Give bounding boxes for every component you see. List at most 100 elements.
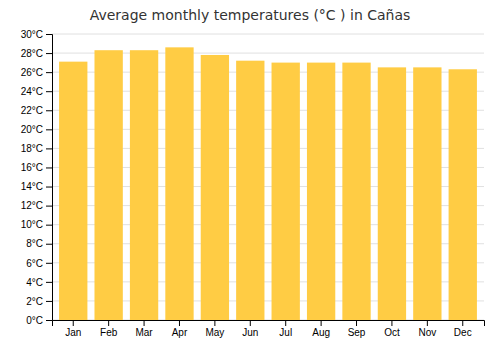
- x-tick-label: Jan: [65, 327, 81, 338]
- x-tick-label: Jun: [242, 327, 258, 338]
- y-tick: 30°C: [21, 29, 52, 40]
- y-tick-mark: [46, 225, 52, 226]
- x-tick-mark: [391, 320, 392, 326]
- bar: [94, 50, 122, 320]
- x-tick-mark: [321, 320, 322, 326]
- x-tick-mark: [214, 320, 215, 326]
- x-tick: May: [205, 320, 224, 338]
- y-tick-label: 24°C: [21, 86, 43, 97]
- x-tick-mark: [179, 320, 180, 326]
- bar: [378, 67, 406, 320]
- y-tick-label: 8°C: [26, 238, 43, 249]
- y-tick: 26°C: [21, 67, 52, 78]
- y-tick: 22°C: [21, 105, 52, 116]
- y-tick-label: 28°C: [21, 48, 43, 59]
- bars: [59, 47, 477, 320]
- x-tick-mark: [250, 320, 251, 326]
- bar: [307, 63, 335, 320]
- x-tick-label: May: [205, 327, 224, 338]
- y-axis: 0°C 2°C 4°C 6°C 8°C 10°C 12°C 14°C 16°C 18°C 20°C 2…: [21, 29, 53, 326]
- y-tick-mark: [46, 72, 52, 73]
- bar: [201, 55, 229, 320]
- y-tick-mark: [46, 206, 52, 207]
- y-tick: 18°C: [21, 143, 52, 154]
- y-tick: 12°C: [21, 200, 52, 211]
- y-tick-label: 0°C: [26, 315, 43, 326]
- y-tick-mark: [46, 129, 52, 130]
- y-tick-mark: [46, 282, 52, 283]
- x-tick-label: Feb: [100, 327, 118, 338]
- x-tick-label: Dec: [454, 327, 472, 338]
- y-tick: 10°C: [21, 219, 52, 230]
- y-tick: 28°C: [21, 48, 52, 59]
- y-tick: 24°C: [21, 86, 52, 97]
- y-tick: 14°C: [21, 181, 52, 192]
- chart: Jan Feb Mar Apr May Jun Jul Aug Sep Oct Nov Dec 0°C 2…: [0, 0, 500, 350]
- bar: [413, 67, 441, 320]
- y-tick: 6°C: [26, 258, 52, 269]
- y-tick: 16°C: [21, 162, 52, 173]
- x-tick-label: Mar: [135, 327, 153, 338]
- x-tick-label: Sep: [348, 327, 366, 338]
- y-tick-label: 18°C: [21, 143, 43, 154]
- bar: [165, 47, 193, 320]
- y-axis-line: [46, 35, 53, 321]
- y-tick-label: 30°C: [21, 29, 43, 40]
- y-tick-label: 16°C: [21, 162, 43, 173]
- y-tick: 8°C: [26, 238, 52, 249]
- bar: [449, 69, 477, 320]
- x-tick-mark: [285, 320, 286, 326]
- y-tick-mark: [46, 53, 52, 54]
- plot: Jan Feb Mar Apr May Jun Jul Aug Sep Oct Nov Dec 0°C 2…: [21, 29, 485, 338]
- y-tick-mark: [46, 263, 52, 264]
- bar: [236, 61, 264, 320]
- x-tick-mark: [73, 320, 74, 326]
- x-tick-mark: [427, 320, 428, 326]
- x-tick: Oct: [384, 320, 400, 338]
- x-axis: Jan Feb Mar Apr May Jun Jul Aug Sep Oct Nov Dec: [53, 320, 485, 338]
- bar: [130, 50, 158, 320]
- x-tick-mark: [108, 320, 109, 326]
- y-tick-label: 20°C: [21, 124, 43, 135]
- title: Average monthly temperatures (°C ) in Ca…: [90, 7, 411, 23]
- y-tick-label: 4°C: [26, 277, 43, 288]
- bar: [342, 63, 370, 320]
- y-tick-mark: [46, 148, 52, 149]
- x-axis-line: [53, 321, 485, 327]
- y-tick: 2°C: [26, 296, 52, 307]
- x-tick-label: Apr: [172, 327, 188, 338]
- x-tick: Jul: [279, 320, 292, 338]
- y-tick-label: 14°C: [21, 181, 43, 192]
- x-tick: Dec: [454, 320, 472, 338]
- grid-line: [52, 34, 484, 35]
- y-tick-label: 10°C: [21, 219, 43, 230]
- y-tick: 4°C: [26, 277, 52, 288]
- y-tick-label: 12°C: [21, 200, 43, 211]
- y-tick-mark: [46, 91, 52, 92]
- x-tick-mark: [462, 320, 463, 326]
- y-tick-mark: [46, 34, 52, 35]
- x-tick-label: Oct: [384, 327, 400, 338]
- y-tick-mark: [46, 244, 52, 245]
- x-tick-mark: [356, 320, 357, 326]
- y-tick-label: 6°C: [26, 258, 43, 269]
- y-tick-mark: [46, 320, 52, 321]
- x-tick: Mar: [135, 320, 153, 338]
- y-tick-mark: [46, 167, 52, 168]
- grid: [52, 34, 484, 320]
- x-tick: Feb: [100, 320, 118, 338]
- y-tick-label: 26°C: [21, 67, 43, 78]
- y-tick-label: 22°C: [21, 105, 43, 116]
- x-tick: Apr: [172, 320, 188, 338]
- x-tick: Nov: [418, 320, 436, 338]
- y-tick: 0°C: [26, 315, 52, 326]
- x-tick: Aug: [312, 320, 330, 338]
- x-tick: Sep: [348, 320, 366, 338]
- y-tick-mark: [46, 301, 52, 302]
- y-tick-mark: [46, 110, 52, 111]
- x-tick-label: Aug: [312, 327, 330, 338]
- bar: [272, 63, 300, 320]
- x-tick-mark: [144, 320, 145, 326]
- y-tick-mark: [46, 187, 52, 188]
- x-tick: Jan: [65, 320, 81, 338]
